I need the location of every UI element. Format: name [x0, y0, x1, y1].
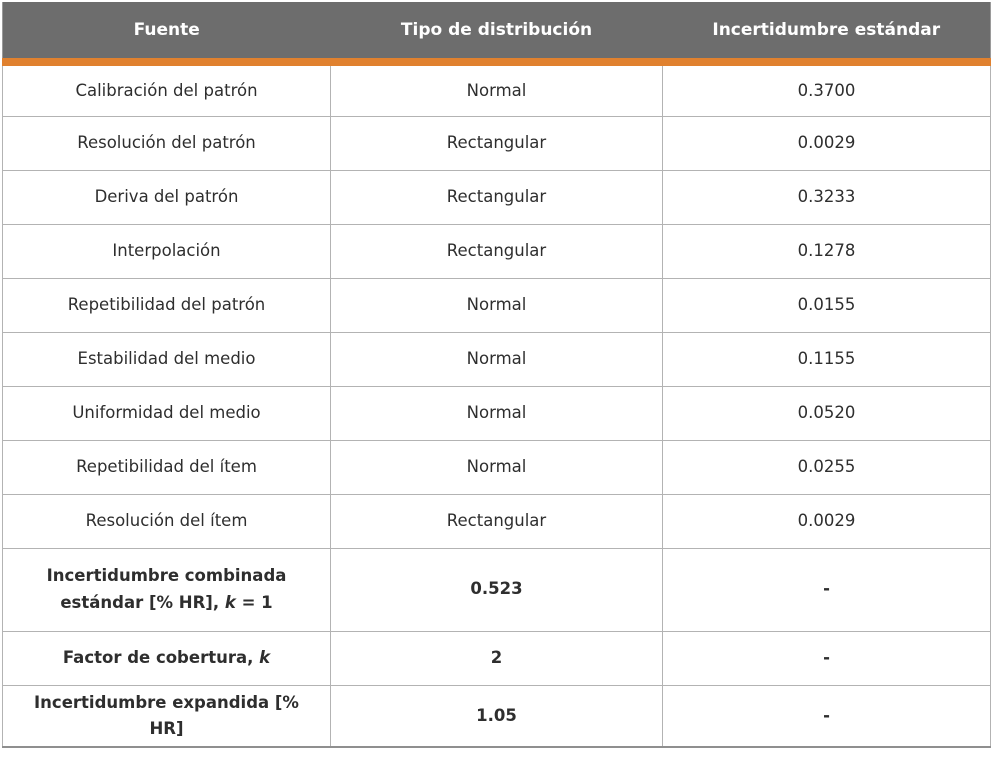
- table-row: Incertidumbre combinada estándar [% HR],…: [2, 547, 991, 632]
- cell-fuente: Estabilidad del medio: [2, 331, 331, 387]
- table-row: Estabilidad del medio Normal 0.1155: [2, 331, 991, 387]
- table-row: Repetibilidad del ítem Normal 0.0255: [2, 439, 991, 495]
- table-row: Resolución del patrón Rectangular 0.0029: [2, 115, 991, 171]
- cell-incertidumbre-estandar: 0.3233: [662, 169, 991, 225]
- cell-tipo-distribucion: Rectangular: [330, 115, 663, 171]
- cell-fuente: Uniformidad del medio: [2, 385, 331, 441]
- cell-tipo-distribucion: 2: [330, 630, 663, 686]
- table-row: Repetibilidad del patrón Normal 0.0155: [2, 277, 991, 333]
- cell-tipo-distribucion: Normal: [330, 439, 663, 495]
- cell-incertidumbre-estandar: 0.0029: [662, 493, 991, 549]
- column-header-fuente: Fuente: [2, 2, 331, 66]
- table-row: Uniformidad del medio Normal 0.0520: [2, 385, 991, 441]
- cell-incertidumbre-estandar: 0.0029: [662, 115, 991, 171]
- cell-tipo-distribucion: Rectangular: [330, 493, 663, 549]
- cell-fuente: Deriva del patrón: [2, 169, 331, 225]
- cell-incertidumbre-estandar: 0.1278: [662, 223, 991, 279]
- cell-tipo-distribucion: Normal: [330, 385, 663, 441]
- cell-fuente: Resolución del patrón: [2, 115, 331, 171]
- cell-tipo-distribucion: Normal: [330, 62, 663, 117]
- cell-tipo-distribucion: 0.523: [330, 547, 663, 632]
- cell-incertidumbre-estandar: 0.0255: [662, 439, 991, 495]
- cell-tipo-distribucion: Rectangular: [330, 169, 663, 225]
- cell-fuente: Incertidumbre expandida [% HR]: [2, 684, 331, 748]
- cell-incertidumbre-estandar: 0.0520: [662, 385, 991, 441]
- table-header-row: Fuente Tipo de distribución Incertidumbr…: [2, 2, 991, 66]
- cell-fuente: Repetibilidad del ítem: [2, 439, 331, 495]
- cell-tipo-distribucion: Normal: [330, 277, 663, 333]
- table-row: Interpolación Rectangular 0.1278: [2, 223, 991, 279]
- cell-fuente: Incertidumbre combinada estándar [% HR],…: [2, 547, 331, 632]
- cell-tipo-distribucion: 1.05: [330, 684, 663, 748]
- table-row: Incertidumbre expandida [% HR] 1.05-: [2, 684, 991, 748]
- column-header-incertidumbre-estandar: Incertidumbre estándar: [662, 2, 991, 66]
- cell-tipo-distribucion: Normal: [330, 331, 663, 387]
- cell-tipo-distribucion: Rectangular: [330, 223, 663, 279]
- cell-incertidumbre-estandar: 0.1155: [662, 331, 991, 387]
- table-row: Deriva del patrón Rectangular 0.3233: [2, 169, 991, 225]
- cell-fuente: Factor de cobertura, k: [2, 630, 331, 686]
- table-row: Calibración del patrón Normal 0.3700: [2, 62, 991, 117]
- cell-fuente: Resolución del ítem: [2, 493, 331, 549]
- cell-incertidumbre-estandar: -: [662, 630, 991, 686]
- cell-fuente: Calibración del patrón: [2, 62, 331, 117]
- cell-fuente: Repetibilidad del patrón: [2, 277, 331, 333]
- column-header-tipo-distribucion: Tipo de distribución: [330, 2, 663, 66]
- uncertainty-budget-table: Fuente Tipo de distribución Incertidumbr…: [2, 2, 991, 749]
- table-header: Fuente Tipo de distribución Incertidumbr…: [2, 2, 991, 66]
- table-row: Resolución del ítem Rectangular 0.0029: [2, 493, 991, 549]
- cell-fuente: Interpolación: [2, 223, 331, 279]
- table-body: Calibración del patrón Normal 0.3700 Resolu…: [2, 62, 991, 748]
- cell-incertidumbre-estandar: -: [662, 547, 991, 632]
- cell-incertidumbre-estandar: 0.3700: [662, 62, 991, 117]
- cell-incertidumbre-estandar: -: [662, 684, 991, 748]
- cell-incertidumbre-estandar: 0.0155: [662, 277, 991, 333]
